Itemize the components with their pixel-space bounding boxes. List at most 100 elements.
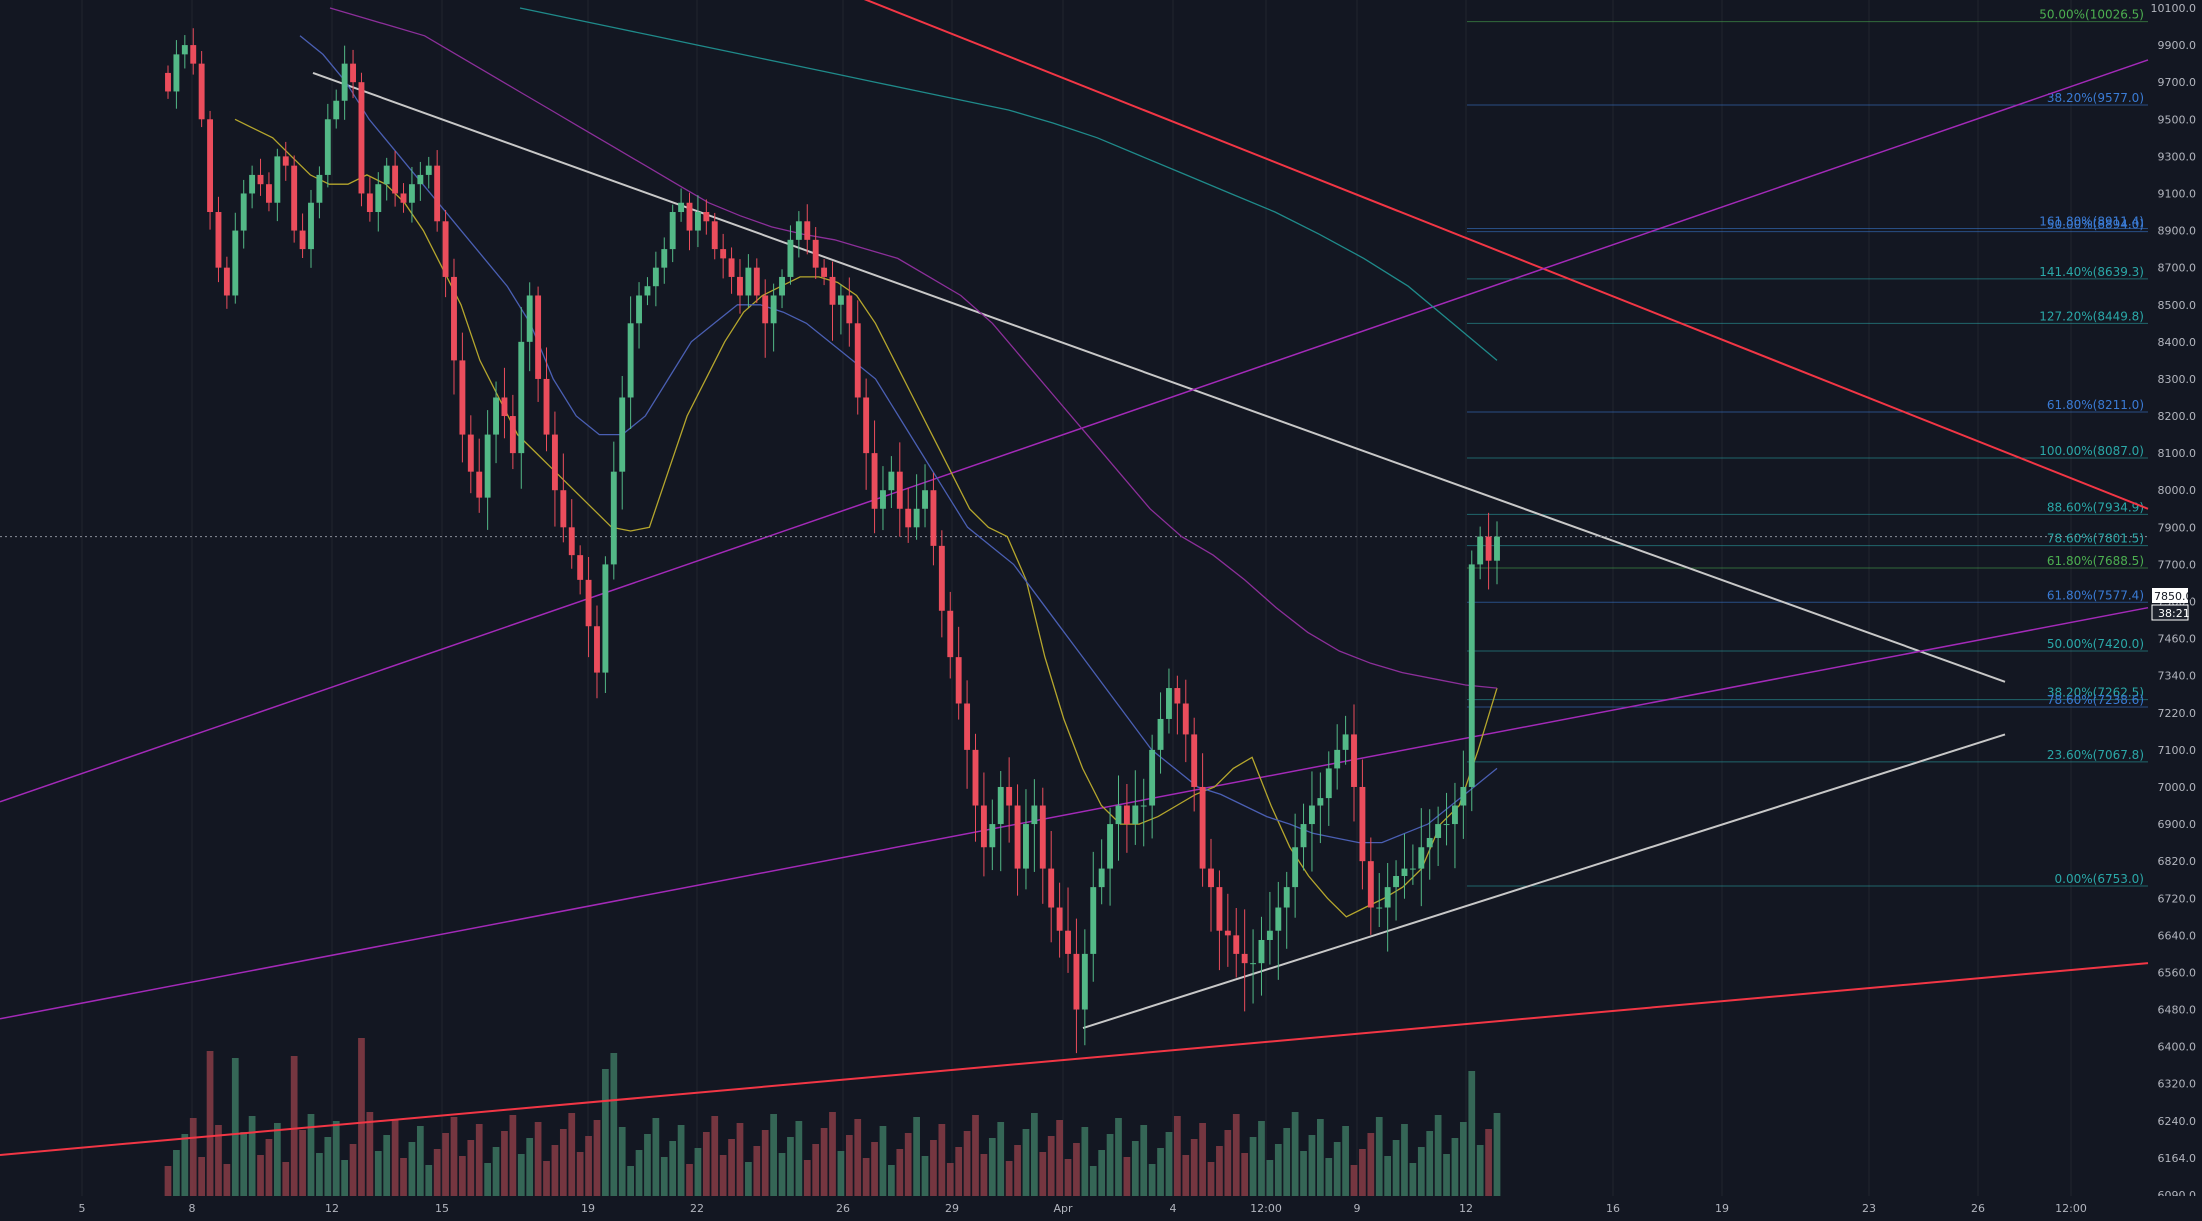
volume-bar [585,1136,592,1196]
candle-body [955,657,962,704]
price-tick-label: 6560.0 [2158,966,2197,979]
volume-bar [1258,1121,1265,1196]
volume-bar [173,1150,180,1196]
candle-body [1023,824,1029,869]
volume-bar [467,1140,475,1196]
fib-level-label: 161.80%(8911.4) [2039,214,2144,228]
volume-bar [761,1130,769,1196]
candle-body [333,100,340,120]
candle-body [232,230,239,296]
volume-bar [1005,1161,1013,1196]
trendline[interactable] [0,962,2149,1156]
trendline[interactable] [0,606,2149,1020]
trendline[interactable] [840,0,2149,510]
volume-bar [442,1133,449,1196]
candle-body [585,579,592,627]
time-tick-label: 19 [1715,1202,1729,1215]
price-tags: 7850.0 38:21 [2151,588,2193,621]
candle-body [509,416,516,454]
candle-body [644,286,651,296]
time-tick-label: 4 [1170,1202,1177,1215]
candle-body [358,82,365,194]
candle-body [1132,805,1139,825]
trendline[interactable] [0,59,2149,803]
fib-level-label: 127.20%(8449.8) [2039,309,2144,323]
candle-body [1199,786,1206,869]
volume-bar [1157,1148,1164,1196]
candle-body [215,212,222,268]
candle-body [1006,786,1013,806]
volume-bar [282,1162,290,1196]
candle-body [1233,935,1240,954]
candle-body [299,230,306,250]
volume-bar [1350,1165,1358,1196]
volume-bar [1300,1151,1307,1196]
volume-bar [1392,1140,1400,1196]
moving-average-line [519,7,1498,361]
volume-bar [517,1154,525,1196]
candle-body [972,749,979,806]
price-tick-label: 8900.0 [2158,225,2197,238]
volume-bar [1022,1129,1030,1196]
volume-bar [164,1166,172,1196]
volume-bar [644,1134,651,1196]
candle-body [1123,805,1130,825]
volume-bar [988,1138,996,1196]
volume-bar [248,1116,256,1196]
candle-body [737,276,743,296]
fib-level-label: 100.00%(8087.0) [2039,444,2144,458]
time-tick-label: 15 [435,1202,449,1215]
volume-bar [980,1154,988,1196]
price-tick-label: 8400.0 [2158,336,2197,349]
candle-body [249,174,256,194]
fib-level-label: 88.60%(7934.9) [2047,500,2144,514]
candle-body [173,54,180,92]
volume-bar [316,1153,323,1196]
volume-bar [1333,1142,1341,1196]
volume-bar [1283,1128,1291,1196]
time-tick-label: 12:00 [2055,1202,2087,1215]
candle-body [989,824,996,848]
candle-body [282,156,289,166]
volume-bar [955,1147,963,1196]
candle-body [846,295,853,324]
candle-body [720,249,727,259]
candle-body [711,221,718,250]
volume-bar [206,1051,214,1196]
candle-body [1048,868,1055,908]
candle-body [451,276,457,361]
candles[interactable] [165,28,1500,1054]
candle-body [1451,805,1458,825]
volume-bar [433,1149,441,1196]
trend-lines[interactable] [0,0,2149,1156]
candle-body [1266,930,1273,940]
candle-body [1149,749,1156,806]
candle-body [997,786,1004,825]
trendline[interactable] [1082,733,2006,1030]
volume-bar [1384,1156,1392,1196]
volume-bar [888,1165,895,1196]
time-tick-label: 12 [1459,1202,1473,1215]
volume-bar [753,1146,761,1196]
volume-bar [913,1117,920,1196]
volume-bar [1182,1155,1190,1196]
volume-bar [231,1058,239,1196]
volume-bar [820,1128,828,1196]
candle-body [1401,868,1408,876]
price-tick-label: 8100.0 [2158,447,2197,460]
volume-bar [1459,1122,1467,1196]
candle-body [560,490,567,528]
volume-bar [1089,1166,1097,1196]
volume-bar [694,1148,702,1196]
volume-bar [938,1124,946,1196]
time-tick-label: Apr [1053,1202,1073,1215]
volume-bar [745,1162,752,1196]
volume-bar [1493,1113,1501,1196]
time-axis[interactable]: 5 8 12 15 19 22 26 29 Apr 4 12:00 9 12 16 19 23 26 12:00 [0,1196,2202,1217]
volume-bar [1434,1115,1442,1196]
candle-body [913,508,920,528]
trendline[interactable] [312,71,2006,683]
time-tick-label: 26 [836,1202,850,1215]
